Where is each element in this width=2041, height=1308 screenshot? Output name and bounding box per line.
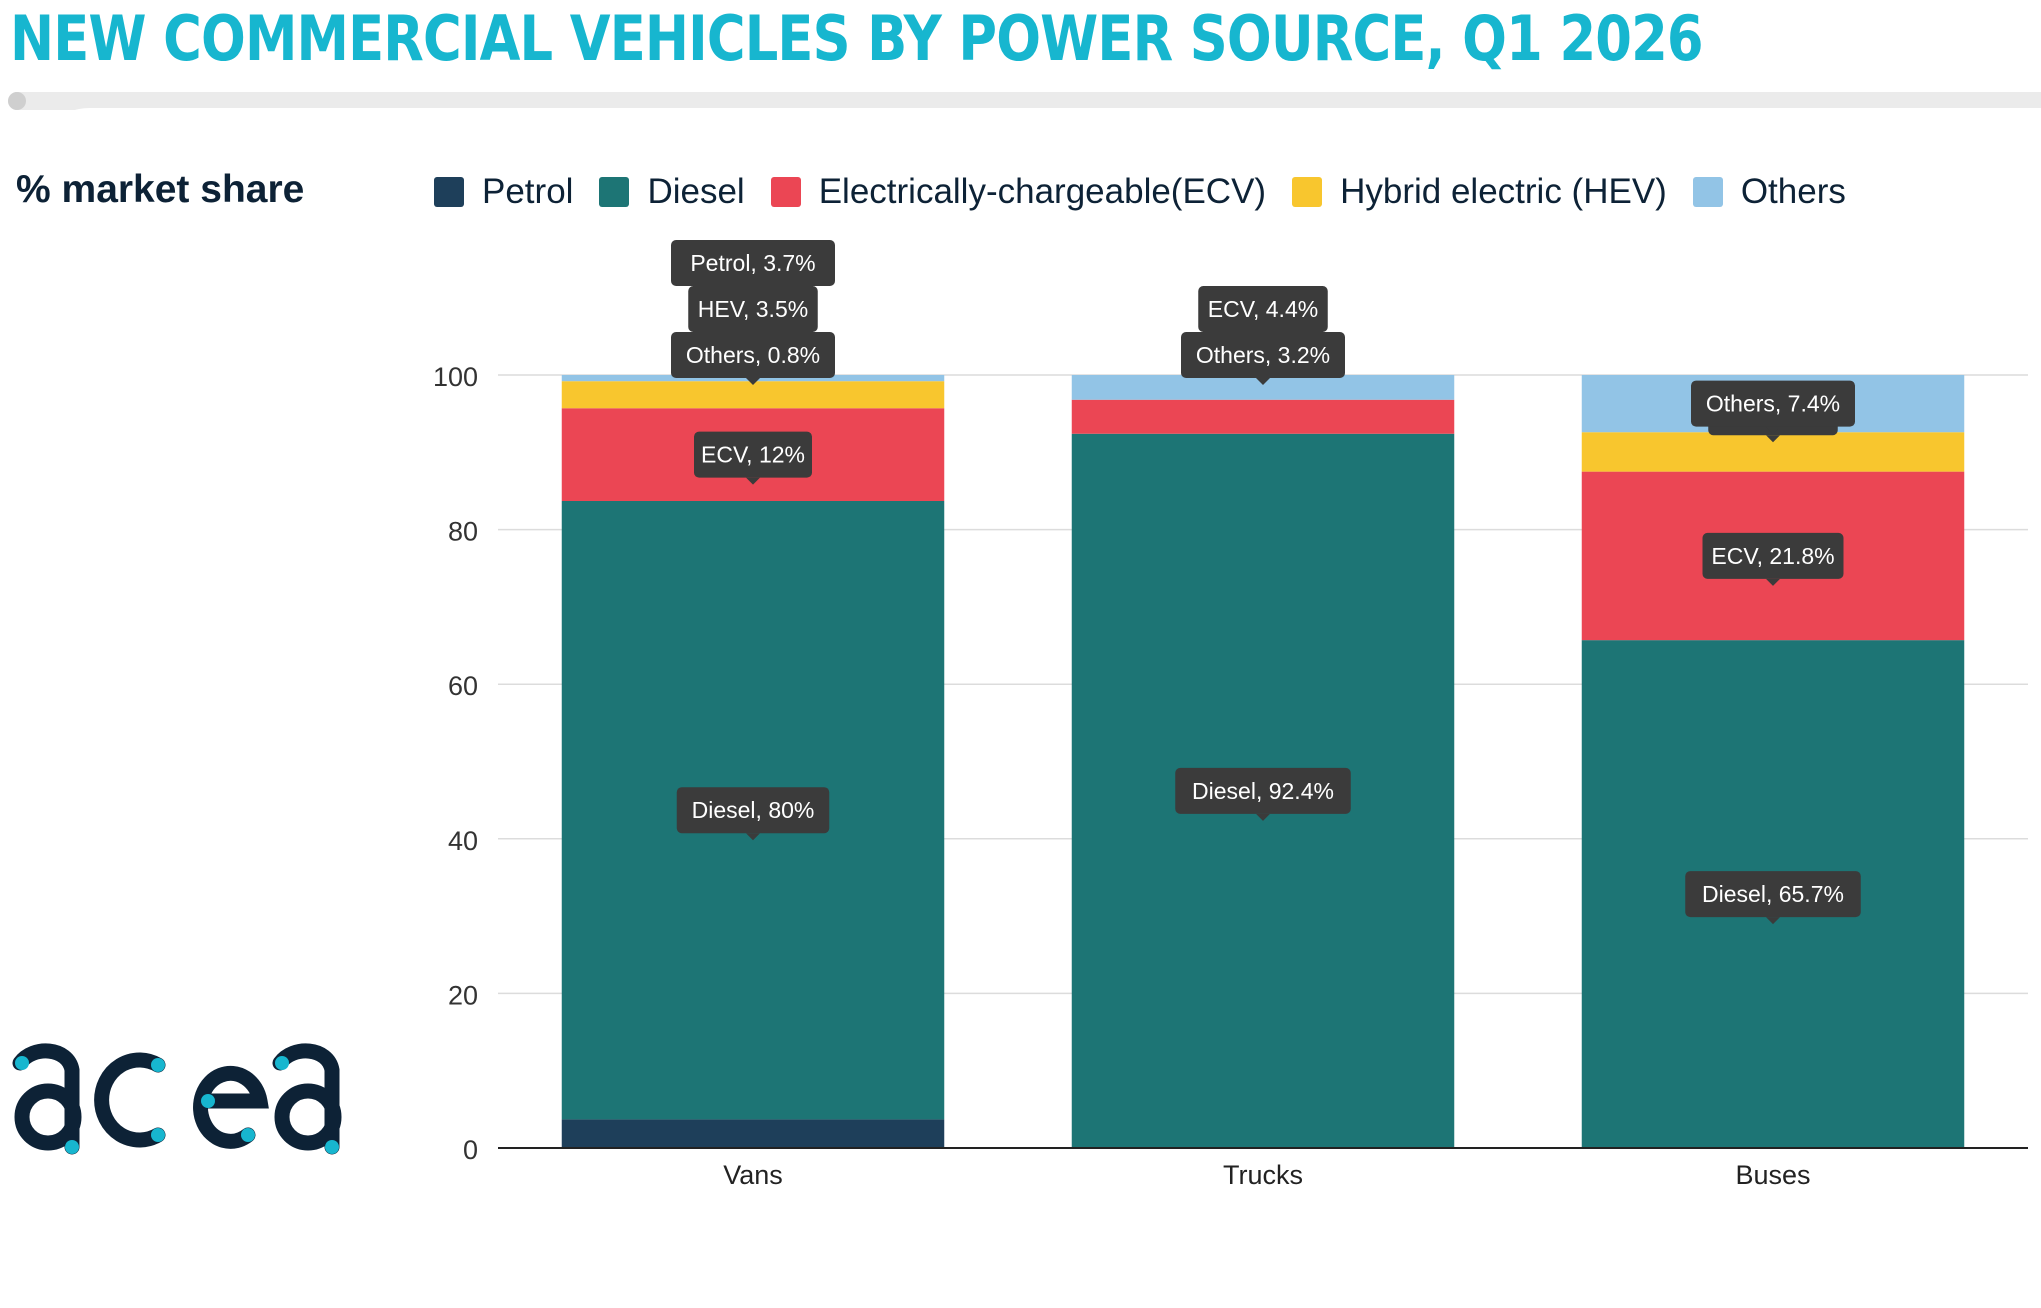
- chart-legend: Petrol Diesel Electrically-chargeable(EC…: [434, 172, 1872, 212]
- legend-item-ecv: Electrically-chargeable(ECV): [770, 172, 1267, 212]
- data-label-box-buses-diesel: [1685, 871, 1861, 918]
- data-label-pointer-vans-ecv: [746, 477, 760, 485]
- bar-segment-vans-petrol: [561, 1119, 945, 1148]
- y-tick-label-20: 20: [448, 980, 478, 1010]
- bar-segment-vans-hev: [561, 381, 945, 409]
- data-label-box-buses-ecv: [1702, 532, 1844, 579]
- data-label-buses-others: Others, 7.4%: [1706, 391, 1840, 417]
- data-label-pointer-trucks-others: [1256, 378, 1270, 385]
- x-tick-label-vans: Vans: [723, 1160, 783, 1190]
- data-label-box-vans-hev: [688, 286, 818, 332]
- data-label-pointer-buses-others: [1766, 426, 1780, 434]
- data-label-pointer-buses-hev: [1766, 435, 1780, 443]
- data-label-vans-hev: HEV, 3.5%: [698, 296, 808, 322]
- data-label-buses-ecv: ECV, 21.8%: [1711, 543, 1834, 569]
- data-label-box-vans-others: [671, 332, 835, 378]
- y-tick-label-0: 0: [463, 1135, 478, 1165]
- data-label-vans-petrol: Petrol, 3.7%: [690, 250, 815, 276]
- y-tick-label-40: 40: [448, 826, 478, 856]
- legend-swatch-others: [1692, 177, 1723, 207]
- legend-item-hev: Hybrid electric (HEV): [1292, 172, 1667, 212]
- data-label-trucks-others: Others, 3.2%: [1196, 342, 1330, 368]
- y-tick-label-80: 80: [448, 517, 478, 547]
- bar-segment-trucks-ecv: [1071, 399, 1455, 434]
- data-label-trucks-ecv: ECV, 4.4%: [1208, 296, 1318, 322]
- y-tick-label-100: 100: [433, 362, 478, 392]
- x-tick-label-buses: Buses: [1735, 1160, 1810, 1190]
- data-label-box-vans-petrol: [671, 240, 835, 286]
- y-tick-label-60: 60: [448, 671, 478, 701]
- legend-label-petrol: Petrol: [482, 172, 574, 211]
- title-divider: [8, 92, 2041, 110]
- divider-dot: [8, 92, 26, 110]
- data-label-box-vans-diesel: [676, 787, 830, 834]
- data-label-vans-ecv: ECV, 12%: [701, 442, 805, 468]
- data-label-pointer-buses-ecv: [1766, 578, 1780, 586]
- legend-label-ecv: Electrically-chargeable(ECV): [818, 172, 1267, 211]
- legend-swatch-ecv: [770, 177, 801, 207]
- data-label-pointer-vans-diesel: [746, 833, 760, 841]
- data-label-box-trucks-diesel: [1175, 767, 1351, 814]
- data-label-vans-others: Others, 0.8%: [686, 342, 820, 368]
- data-label-trucks-diesel: Diesel, 92.4%: [1192, 778, 1334, 804]
- legend-label-diesel: Diesel: [647, 172, 745, 211]
- legend-swatch-diesel: [599, 177, 630, 207]
- legend-label-hev: Hybrid electric (HEV): [1340, 172, 1667, 211]
- legend-item-others: Others: [1692, 172, 1846, 212]
- legend-swatch-petrol: [434, 177, 464, 207]
- data-label-pointer-vans-others: [746, 378, 760, 385]
- data-label-box-vans-ecv: [694, 431, 812, 478]
- data-label-buses-diesel: Diesel, 65.7%: [1702, 881, 1844, 907]
- page-title: NEW COMMERCIAL VEHICLES BY POWER SOURCE,…: [10, 2, 1704, 75]
- legend-item-diesel: Diesel: [599, 172, 745, 212]
- data-label-pointer-trucks-diesel: [1256, 813, 1270, 821]
- acea-logo: [12, 1043, 342, 1155]
- legend-item-petrol: Petrol: [434, 172, 573, 212]
- data-label-box-trucks-ecv: [1198, 286, 1328, 332]
- data-label-pointer-buses-diesel: [1766, 917, 1780, 925]
- y-axis-label: % market share: [16, 168, 305, 211]
- legend-label-others: Others: [1740, 172, 1846, 211]
- data-label-vans-diesel: Diesel, 80%: [692, 797, 815, 823]
- x-tick-label-trucks: Trucks: [1223, 1160, 1303, 1190]
- data-label-box-buses-others: [1691, 380, 1855, 427]
- data-label-box-trucks-others: [1181, 332, 1345, 378]
- legend-swatch-hev: [1292, 177, 1323, 207]
- stacked-bar-chart: 0 20 40 60 80 100 Vans Trucks Buses Petrol, 3.7% D…: [433, 240, 2028, 1190]
